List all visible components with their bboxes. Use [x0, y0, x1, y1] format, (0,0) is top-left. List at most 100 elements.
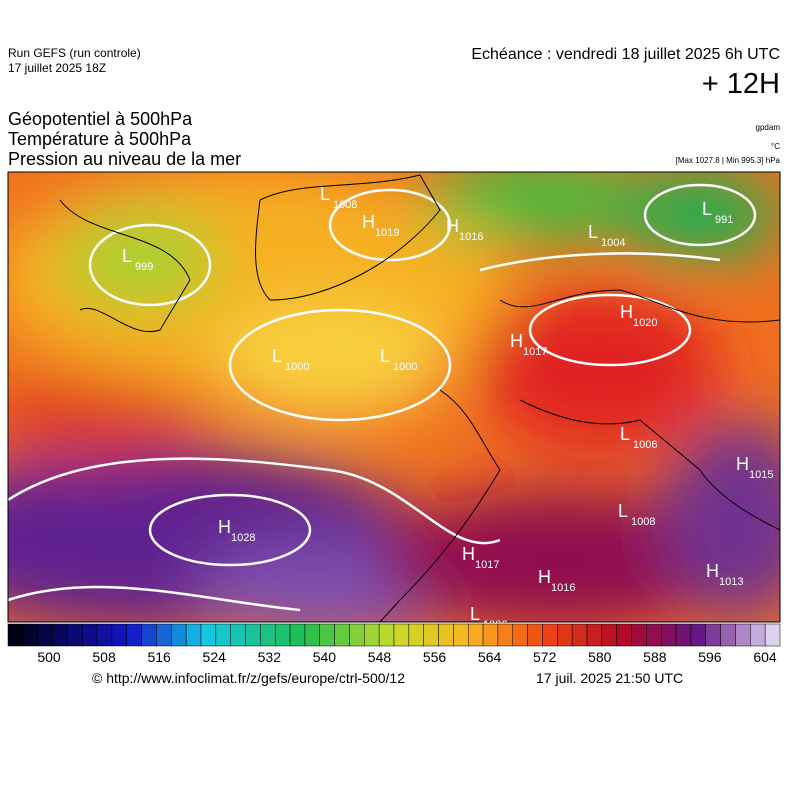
- pressure-center-type: H: [362, 212, 375, 232]
- pressure-center-value: 1000: [393, 361, 417, 373]
- colorbar-cell: [22, 623, 38, 647]
- pressure-center-value: 1008: [631, 516, 655, 528]
- pressure-center-type: L: [588, 222, 598, 242]
- lead-time: + 12H: [701, 68, 780, 100]
- pressure-center-type: L: [320, 184, 330, 204]
- colorbar-cell: [185, 623, 202, 647]
- pressure-center-type: H: [462, 544, 475, 564]
- colorbar-label: 564: [478, 649, 502, 665]
- colorbar-cell: [631, 623, 647, 647]
- colorbar-cell: [720, 623, 736, 647]
- colorbar-cell: [171, 623, 187, 647]
- colorbar-cell: [601, 623, 617, 647]
- colorbar-label: 516: [147, 649, 171, 665]
- colorbar-cell: [364, 623, 380, 647]
- pressure-center-value: 1006: [633, 439, 657, 451]
- colorbar-cell: [274, 623, 291, 647]
- pressure-center-value: 1016: [551, 582, 575, 594]
- pressure-center-value: 991: [715, 214, 733, 226]
- pressure-center-type: H: [736, 454, 749, 474]
- colorbar-cell: [96, 623, 113, 647]
- run-date: 17 juillet 2025 18Z: [8, 61, 107, 75]
- colorbar-cell: [289, 623, 306, 647]
- pressure-center-value: 1013: [719, 576, 743, 588]
- pressure-center-type: H: [706, 561, 719, 581]
- colorbar-cell: [319, 623, 335, 647]
- pressure-center-value: 1028: [231, 532, 255, 544]
- echeance: Echéance : vendredi 18 juillet 2025 6h U…: [471, 46, 780, 63]
- colorbar-label: 572: [533, 649, 557, 665]
- unit: [Max 1027.8 | Min 995.3] hPa: [675, 156, 780, 165]
- colorbar-label: 532: [258, 649, 282, 665]
- colorbar-cell: [7, 623, 24, 647]
- field: Géopotentiel à 500hPa: [8, 109, 193, 129]
- colorbar-cell: [81, 623, 98, 647]
- colorbar-cell: [349, 623, 365, 647]
- colorbar-cell: [393, 623, 410, 647]
- pressure-center-value: 1015: [749, 469, 773, 481]
- colorbar-cell: [52, 623, 68, 647]
- pressure-center-value: 1017: [475, 559, 499, 571]
- colorbar-label: 556: [423, 649, 447, 665]
- pressure-center-value: 1004: [601, 237, 625, 249]
- colorbar-cell: [660, 623, 677, 647]
- pressure-center-type: L: [380, 346, 390, 366]
- generated: 17 juil. 2025 21:50 UTC: [536, 670, 684, 686]
- pressure-center-type: H: [538, 567, 551, 587]
- colorbar-cell: [111, 623, 128, 647]
- colorbar-label: 540: [313, 649, 337, 665]
- colorbar-label: 548: [368, 649, 392, 665]
- colorbar-cell: [646, 623, 662, 647]
- field: Pression au niveau de la mer: [8, 149, 242, 169]
- colorbar-cell: [334, 623, 350, 647]
- pressure-center-value: 1000: [285, 361, 309, 373]
- colorbar-cell: [408, 623, 424, 647]
- run: Run GEFS (run controle): [8, 46, 141, 60]
- colorbar-cell: [453, 623, 469, 647]
- colorbar-label: 524: [203, 649, 227, 665]
- colorbar-cell: [378, 623, 395, 647]
- field-shading: [8, 172, 780, 622]
- colorbar-cell: [690, 623, 707, 647]
- colorbar-cell: [571, 623, 588, 647]
- colorbar-label: 588: [643, 649, 667, 665]
- pressure-center-type: L: [618, 501, 628, 521]
- colorbar-cell: [675, 623, 692, 647]
- colorbar-label: 596: [698, 649, 722, 665]
- colorbar-cell: [705, 623, 721, 647]
- colorbar-cell: [527, 623, 543, 647]
- colorbar-cell: [750, 623, 766, 647]
- colorbar-cell: [467, 623, 484, 647]
- colorbar-cell: [512, 623, 528, 647]
- pressure-center-value: 1008: [333, 199, 357, 211]
- colorbar-cell: [616, 623, 632, 647]
- pressure-center-type: H: [218, 517, 231, 537]
- colorbar-cell: [423, 623, 439, 647]
- colorbar-cell: [215, 623, 231, 647]
- source: © http://www.infoclimat.fr/z/gefs/europe…: [92, 670, 406, 686]
- colorbar-cell: [141, 623, 157, 647]
- pressure-center-value: 1020: [633, 317, 657, 329]
- pressure-center-type: L: [620, 424, 630, 444]
- pressure-center-type: L: [122, 246, 132, 266]
- field: Température à 500hPa: [8, 129, 192, 149]
- map-frame: [7, 171, 781, 623]
- colorbar-cell: [230, 623, 246, 647]
- pressure-center-type: H: [620, 302, 633, 322]
- colorbar-cell: [586, 623, 603, 647]
- colorbar-cell: [735, 623, 751, 647]
- unit: °C: [771, 142, 780, 151]
- pressure-center-type: H: [510, 331, 523, 351]
- colorbar-cell: [200, 623, 217, 647]
- pressure-center-type: L: [470, 604, 480, 624]
- colorbar-cell: [37, 623, 53, 647]
- colorbar-label: 508: [92, 649, 116, 665]
- colorbar-label: 580: [588, 649, 612, 665]
- colorbar-label: 604: [753, 649, 777, 665]
- pressure-center-value: 999: [135, 261, 153, 273]
- unit: gpdam: [755, 123, 780, 132]
- colorbar-cell: [245, 623, 261, 647]
- colorbar-cell: [126, 623, 142, 647]
